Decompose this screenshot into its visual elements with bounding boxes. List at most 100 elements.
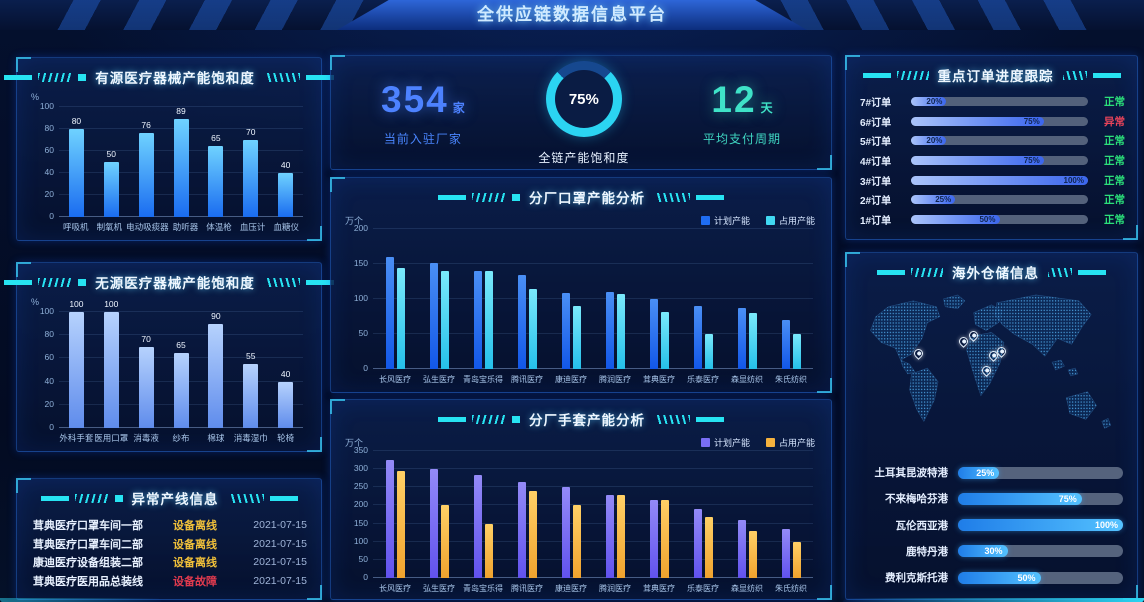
bar <box>278 173 294 217</box>
bar-计划产能 <box>385 460 394 578</box>
bar-group: 80 <box>59 107 94 217</box>
y-tick-label: 80 <box>44 123 54 133</box>
order-status: 正常 <box>1104 213 1125 226</box>
bar-group <box>549 229 593 369</box>
port-label: 鹿特丹港 <box>906 545 948 558</box>
bar-value-label: 100 <box>69 299 84 309</box>
x-tick-label: 外科手套 <box>59 433 94 443</box>
x-tick-label: 助听器 <box>172 222 199 232</box>
bar-计划产能 <box>429 469 438 578</box>
bar-group <box>373 229 417 369</box>
title-deco-right-icon <box>654 192 724 202</box>
saturation-label: 全链产能饱和度 <box>538 151 630 165</box>
bar <box>138 346 154 428</box>
x-tick-label: 轮椅 <box>277 433 295 443</box>
bar-计划产能 <box>737 519 746 578</box>
bar <box>243 140 259 217</box>
line-name: 茸典医疗口罩车间二部 <box>33 538 143 551</box>
bar-占用产能 <box>396 267 405 369</box>
status-badge: 设备故障 <box>173 575 217 588</box>
bar-value-label: 89 <box>176 106 186 117</box>
bar-group <box>769 451 813 578</box>
y-axis-unit: % <box>31 297 40 307</box>
bar-group: 40 <box>268 107 303 217</box>
order-progress-fill: 20% <box>911 97 947 106</box>
legend: 计划产能 占用产能 <box>700 214 815 227</box>
footer-deco-left <box>0 598 162 602</box>
plot-area: 0 50 100 150 200 <box>354 223 813 373</box>
panel-title: 异常产线信息 <box>131 492 219 507</box>
panel-title: 海外仓储信息 <box>952 266 1039 281</box>
bar-group <box>637 451 681 578</box>
y-tick-label: 200 <box>353 499 368 510</box>
status-badge: 设备离线 <box>173 557 217 570</box>
panel-passive-devices: 无源医疗器械产能饱和度 % 0 20 40 60 80 100 100 100 70 65 90 55 4… <box>4 262 334 452</box>
legend-label: 计划产能 <box>713 438 750 448</box>
bar-group: 70 <box>233 107 268 217</box>
glove-capacity-chart: 万个 0 50 100 150 200 250 300 350 长风医疗 弘生医疗 青岛宝乐得 腾讯医疗… <box>341 436 821 595</box>
port-row: 土耳其昆波特港 25% <box>860 465 1123 480</box>
x-tick-label: 腾讯医疗 <box>511 375 543 384</box>
port-label: 瓦伦西亚港 <box>895 519 949 532</box>
bar-占用产能 <box>440 271 449 369</box>
order-progress-fill: 25% <box>911 195 956 205</box>
order-percent: 75% <box>1023 116 1040 126</box>
port-progress-track: 100% <box>958 519 1123 531</box>
order-status: 异常 <box>1104 115 1125 128</box>
y-tick-label: 0 <box>363 363 368 373</box>
bar <box>208 145 224 217</box>
bar-group: 50 <box>94 107 129 217</box>
bar-计划产能 <box>649 500 658 578</box>
port-label: 费利克斯托港 <box>885 572 948 584</box>
bar-value-label: 70 <box>245 127 256 137</box>
x-axis-labels: 呼吸机 制氧机 电动吸痰器 助听器 体温枪 血压计 血糖仪 <box>59 221 303 233</box>
bar-占用产能 <box>748 313 757 369</box>
bar-占用产能 <box>572 505 581 578</box>
panel-title-bar: 海外仓储信息 <box>846 260 1137 284</box>
title-deco-left-icon <box>4 72 87 82</box>
order-progress-list: 7#订单 20% 正常 6#订单 75% 异常 5#订单 20% 正常 4#订单 75% 正常 3#订单… <box>860 94 1125 227</box>
order-progress-fill: 50% <box>911 214 1000 224</box>
title-deco-right-icon <box>1048 267 1106 277</box>
port-progress-track: 25% <box>958 466 1123 479</box>
order-row: 3#订单 100% 正常 <box>860 173 1125 188</box>
gridline <box>373 504 813 506</box>
panel-title-bar: 有源医疗器械产能饱和度 <box>4 65 334 89</box>
active-devices-chart: % 0 20 40 60 80 100 80 50 76 89 65 70 40 呼吸机 制氧机 电动吸痰器 助听… <box>27 92 311 234</box>
x-tick-label: 康迪医疗 <box>555 584 587 593</box>
x-tick-label: 茸典医疗 <box>643 375 675 384</box>
order-progress-fill: 75% <box>911 116 1044 126</box>
factories-count: 354 家 <box>381 81 465 118</box>
plot-area: 0 20 40 60 80 100 100 100 70 65 90 55 40 <box>40 299 303 432</box>
x-tick-label: 弘生医疗 <box>423 375 455 384</box>
bar-group <box>593 229 637 369</box>
bar <box>138 133 154 217</box>
bar-占用产能 <box>440 505 449 578</box>
gridline <box>59 334 303 336</box>
gridline <box>373 298 813 299</box>
factories-unit: 家 <box>452 100 465 115</box>
report-date: 2021-07-15 <box>253 537 307 550</box>
bar-group: 90 <box>198 311 233 428</box>
panel-title: 重点订单进度跟踪 <box>937 69 1054 84</box>
bar-group: 70 <box>129 312 164 428</box>
panel-kpi: 354 家 当前入驻厂家 75% 全链产能饱和度 12 天 平均支付周期 <box>330 55 832 170</box>
port-progress-track: 30% <box>958 545 1123 558</box>
x-tick-label: 长风医疗 <box>379 584 411 593</box>
bar-占用产能 <box>396 470 405 578</box>
y-tick-label: 60 <box>44 145 54 155</box>
y-tick-label: 40 <box>44 167 54 177</box>
bar-计划产能 <box>737 308 746 369</box>
bar-占用产能 <box>748 530 757 578</box>
legend-swatch-icon <box>765 438 775 447</box>
y-tick-label: 20 <box>44 189 54 199</box>
y-axis-unit: 万个 <box>345 216 364 226</box>
bar-value-label: 65 <box>176 339 186 350</box>
bar-group: 100 <box>59 299 94 428</box>
x-tick-label: 朱氏纺织 <box>775 584 807 593</box>
gridline <box>373 263 813 264</box>
x-tick-label: 弘生医疗 <box>423 584 455 593</box>
panel-title-bar: 重点订单进度跟踪 <box>846 63 1137 87</box>
bar-占用产能 <box>616 494 625 578</box>
